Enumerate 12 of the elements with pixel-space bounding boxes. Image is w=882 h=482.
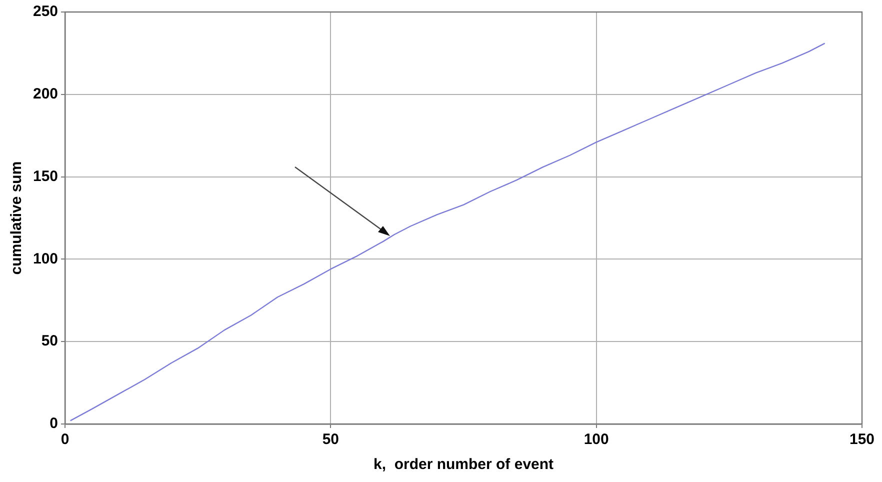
y-tick-label: 100: [32, 250, 58, 268]
y-tick-label: 200: [32, 86, 58, 103]
x-tick-label: 100: [584, 431, 609, 448]
x-tick-label: 0: [60, 431, 70, 448]
x-axis-title: k, order number of event: [373, 456, 554, 474]
x-tick-label: 50: [322, 431, 340, 448]
y-tick-label: 0: [50, 415, 58, 432]
y-tick-label: 250: [32, 3, 58, 20]
y-tick-label: 150: [32, 168, 58, 185]
y-axis-title: cumulative sum: [8, 161, 26, 275]
x-tick-label: 150: [849, 431, 875, 448]
y-tick-label: 50: [41, 332, 58, 350]
